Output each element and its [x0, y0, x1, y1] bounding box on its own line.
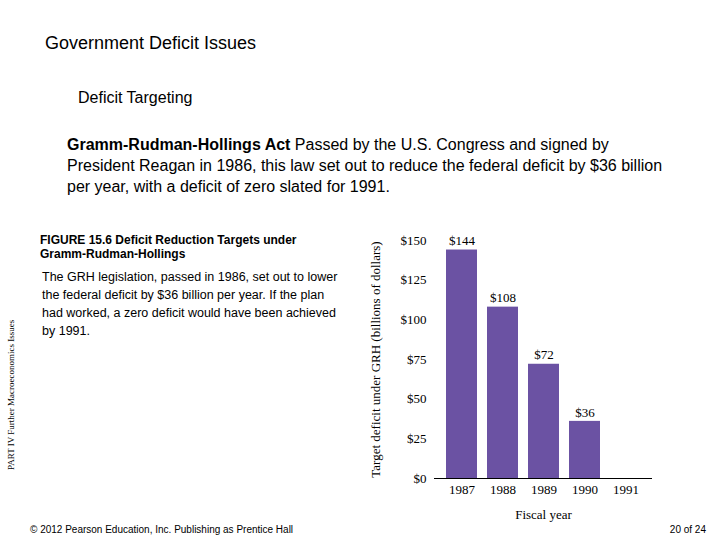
svg-text:$75: $75	[407, 352, 427, 367]
html-text:Deficit Targeting: Deficit Targeting	[78, 89, 193, 106]
svg-text:$144: $144	[449, 233, 476, 248]
html-text:PART IV Further Macroeconomics: PART IV Further Macroeconomics Issues	[6, 319, 16, 470]
svg-text:1989: 1989	[531, 482, 557, 497]
svg-text:1991: 1991	[613, 482, 639, 497]
svg-text:1990: 1990	[572, 482, 598, 497]
svg-text:1988: 1988	[490, 482, 516, 497]
svg-text:$125: $125	[401, 272, 427, 287]
svg-text:Fiscal year: Fiscal year	[515, 507, 572, 522]
html-text:The GRH legislation, passed in: The GRH legislation, passed in 1986, set…	[42, 270, 338, 338]
svg-text:1987: 1987	[449, 482, 476, 497]
html-text:Gramm-Rudman-Hollings Act Pass: Gramm-Rudman-Hollings Act Passed by the …	[67, 136, 662, 195]
svg-text:$150: $150	[401, 233, 427, 248]
svg-text:$0: $0	[414, 471, 427, 486]
svg-text:Target deficit under GRH (bill: Target deficit under GRH (billions of do…	[368, 241, 383, 477]
html-text:Government Deficit Issues: Government Deficit Issues	[45, 33, 257, 53]
svg-text:$108: $108	[490, 290, 516, 305]
svg-text:$36: $36	[575, 405, 595, 420]
svg-text:$25: $25	[407, 431, 427, 446]
svg-text:$100: $100	[401, 312, 427, 327]
html-text:© 2012 Pearson Education, Inc.: © 2012 Pearson Education, Inc. Publishin…	[30, 524, 294, 535]
html-text:20 of 24: 20 of 24	[669, 524, 706, 535]
html-text:FIGURE 15.6 Deficit Reduction: FIGURE 15.6 Deficit Reduction Targets un…	[40, 233, 297, 261]
svg-text:$72: $72	[534, 347, 554, 362]
svg-text:$50: $50	[407, 391, 427, 406]
